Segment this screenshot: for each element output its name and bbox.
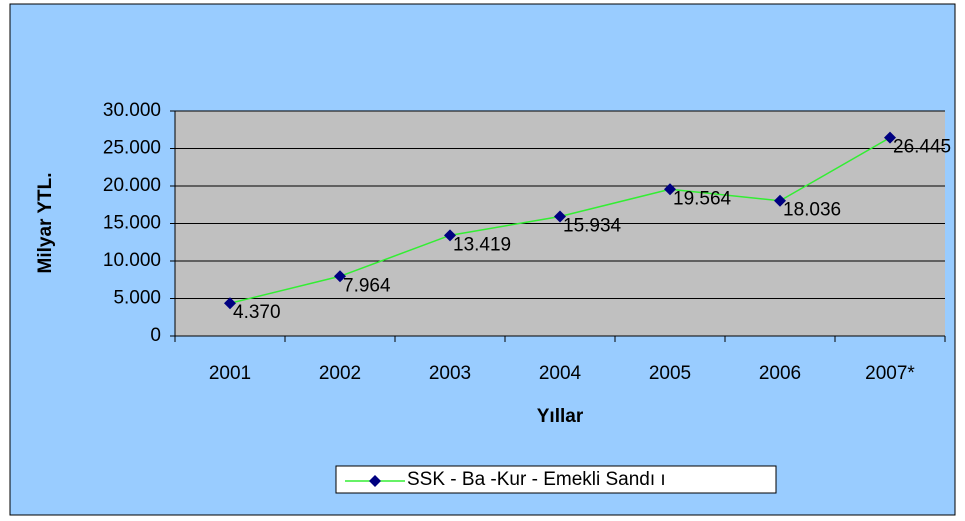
y-tick-label: 10.000 xyxy=(103,250,161,271)
data-label: 19.564 xyxy=(673,188,732,209)
x-tick-label: 2003 xyxy=(429,363,471,384)
x-tick-label: 2004 xyxy=(539,363,582,384)
data-label: 15.934 xyxy=(563,216,622,237)
x-axis-label: Yıllar xyxy=(537,406,584,427)
marker xyxy=(444,229,456,242)
legend-marker xyxy=(369,475,381,487)
y-tick-label: 20.000 xyxy=(103,175,161,196)
y-tick-label: 30.000 xyxy=(103,100,161,121)
marker xyxy=(884,131,896,144)
data-label: 18.036 xyxy=(783,200,841,221)
marker xyxy=(334,270,346,283)
y-axis-label: Milyar YTL. xyxy=(35,172,56,273)
legend-label: SSK - Ba -Kur - Emekli Sandı ı xyxy=(407,469,666,490)
x-tick-label: 2005 xyxy=(649,363,691,384)
legend xyxy=(335,465,777,494)
marker xyxy=(774,194,786,207)
data-label: 13.419 xyxy=(453,234,511,255)
marker xyxy=(224,297,236,310)
y-tick-label: 15.000 xyxy=(103,213,161,234)
marker xyxy=(664,183,676,196)
y-tick-label: 0 xyxy=(150,325,161,346)
x-tick-label: 2006 xyxy=(759,363,801,384)
marker xyxy=(554,210,566,223)
y-tick-label: 5.000 xyxy=(113,288,161,309)
x-tick-label: 2002 xyxy=(319,363,361,384)
x-tick-label: 2001 xyxy=(209,363,251,384)
x-tick-label: 2007* xyxy=(865,363,915,384)
data-label: 4.370 xyxy=(233,302,281,323)
y-tick-label: 25.000 xyxy=(103,138,161,159)
data-label: 26.445 xyxy=(893,137,951,158)
data-label: 7.964 xyxy=(343,275,391,296)
